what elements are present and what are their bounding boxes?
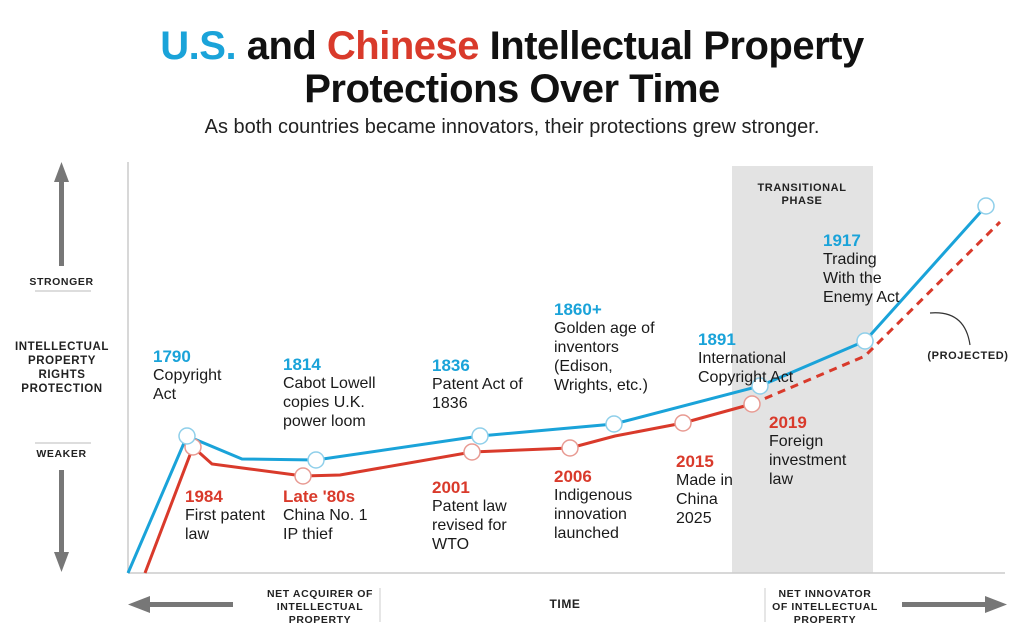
china-event-label: 2019 Foreign investment law: [769, 413, 869, 489]
up-arrow-icon: [54, 162, 69, 266]
transitional-band: [732, 166, 873, 573]
event-text: Trading With the Enemy Act: [823, 251, 900, 306]
event-year: 2001: [432, 478, 470, 497]
title-china: Chinese: [326, 24, 480, 68]
us-event-label: 1860+ Golden age of inventors (Edison, Wr…: [554, 300, 664, 395]
event-year: 1814: [283, 355, 321, 374]
net-innovator-label: NET INNOVATOR OF INTELLECTUAL PROPERTY: [772, 588, 878, 626]
us-event-label: 1917 Trading With the Enemy Act: [823, 231, 903, 307]
us-marker: [751, 377, 769, 395]
china-marker: [463, 443, 481, 461]
title-and: and: [236, 24, 327, 68]
projected-pointer: [929, 312, 971, 346]
us-event-label: 1814 Cabot Lowell copies U.K. power loom: [283, 355, 393, 431]
transitional-phase-label: TRANSITIONAL PHASE: [757, 182, 847, 207]
event-text: Copyright Act: [153, 367, 222, 403]
event-text: Patent Act of 1836: [432, 376, 523, 412]
us-event-label: 1891 International Copyright Act: [698, 330, 808, 387]
left-arrow-icon: [128, 596, 233, 613]
stronger-label: STRONGER: [29, 276, 94, 288]
event-year: 2019: [769, 413, 807, 432]
china-event-label: 2006 Indigenous innovation launched: [554, 467, 649, 543]
event-year: 1891: [698, 330, 736, 349]
china-event-label: 1984 First patent law: [185, 487, 275, 544]
right-arrow-icon: [902, 596, 1007, 613]
x-axis-label: TIME: [549, 597, 581, 611]
title-us: U.S.: [160, 24, 237, 68]
us-marker: [977, 197, 995, 215]
title-line-2: Protections Over Time: [304, 67, 720, 111]
china-event-label: Late '80s China No. 1 IP thief: [283, 487, 373, 544]
china-line: [143, 402, 753, 574]
china-event-label: 2015 Made in China 2025: [676, 452, 746, 528]
net-acquirer-label: NET ACQUIRER OF INTELLECTUAL PROPERTY: [266, 588, 374, 626]
event-year: Late '80s: [283, 487, 356, 506]
event-text: First patent law: [185, 507, 266, 543]
event-year: 2015: [676, 452, 714, 471]
event-year: 1860+: [554, 300, 602, 319]
title-rest: Intellectual Property: [479, 24, 865, 68]
title-line-1: U.S. and Chinese Intellectual Property: [0, 24, 1024, 68]
us-event-label: 1836 Patent Act of 1836: [432, 356, 532, 413]
event-year: 1984: [185, 487, 223, 506]
china-marker: [294, 467, 312, 485]
event-year: 1917: [823, 231, 861, 250]
event-text: International Copyright Act: [698, 350, 794, 386]
event-year: 2006: [554, 467, 592, 486]
event-text: Foreign investment law: [769, 433, 847, 488]
us-marker: [605, 415, 623, 433]
us-event-label: 1790 Copyright Act: [153, 347, 243, 404]
china-marker: [674, 414, 692, 432]
china-event-label: 2001 Patent law revised for WTO: [432, 478, 527, 554]
y-axis-label: INTELLECTUAL PROPERTY RIGHTS PROTECTION: [14, 341, 110, 395]
event-text: Made in China 2025: [676, 472, 733, 527]
us-marker: [856, 332, 874, 350]
china-marker: [561, 439, 579, 457]
us-marker: [307, 451, 325, 469]
event-text: Indigenous innovation launched: [554, 487, 633, 542]
projected-label: (PROJECTED): [927, 350, 1009, 362]
event-text: Golden age of inventors (Edison, Wrights…: [554, 320, 655, 394]
down-arrow-icon: [54, 470, 69, 572]
event-text: Patent law revised for WTO: [432, 498, 507, 553]
subtitle: As both countries became innovators, the…: [204, 116, 820, 138]
china-marker: [743, 395, 761, 413]
event-text: China No. 1 IP thief: [283, 507, 368, 543]
us-marker: [471, 427, 489, 445]
event-text: Cabot Lowell copies U.K. power loom: [283, 375, 376, 430]
event-year: 1836: [432, 356, 470, 375]
us-marker: [178, 427, 196, 445]
weaker-label: WEAKER: [36, 448, 87, 460]
event-year: 1790: [153, 347, 191, 366]
